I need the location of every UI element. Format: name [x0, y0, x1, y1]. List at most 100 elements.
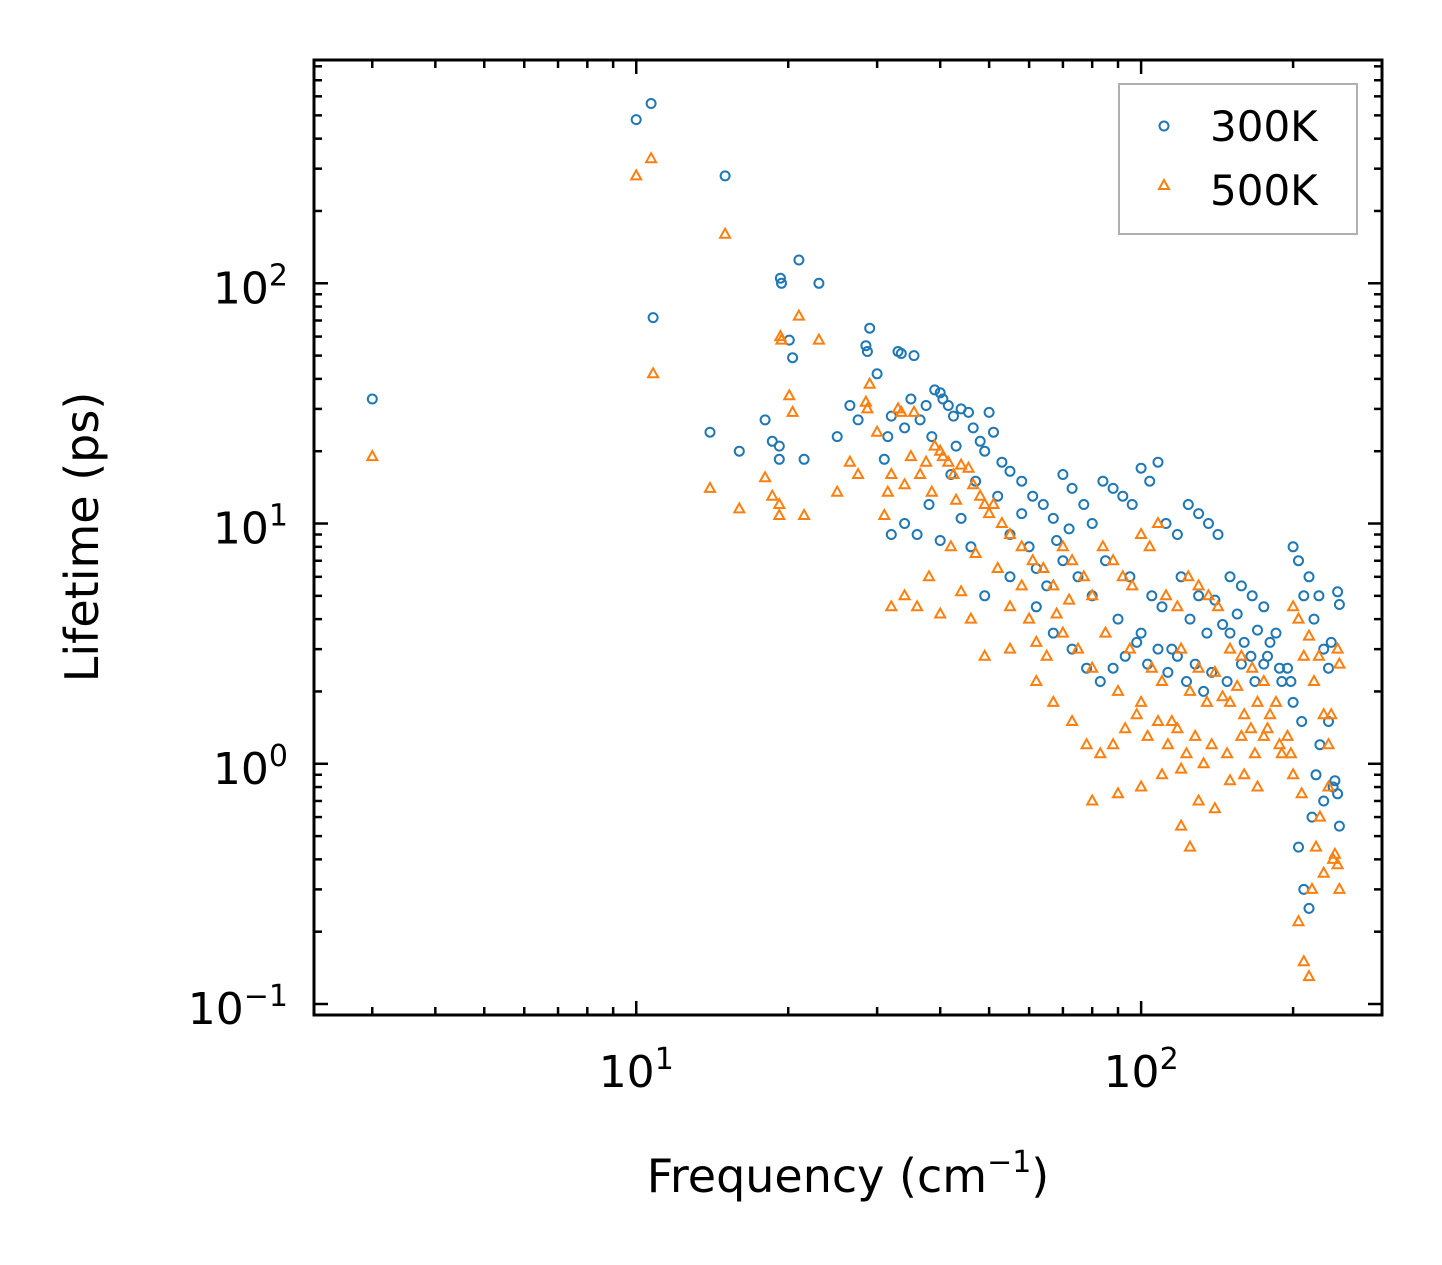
legend-box — [1118, 83, 1358, 235]
data-point — [644, 151, 658, 164]
data-point — [1159, 588, 1173, 601]
data-point — [881, 484, 895, 497]
data-point — [1123, 641, 1137, 654]
data-point — [895, 348, 907, 359]
data-point — [1324, 707, 1338, 720]
data-point — [1098, 625, 1113, 638]
data-point — [1056, 625, 1070, 638]
data-point — [864, 322, 876, 334]
data-point — [1252, 624, 1263, 636]
data-point — [1135, 462, 1147, 474]
data-point — [1284, 746, 1298, 759]
data-point — [944, 539, 958, 552]
data-point — [1196, 756, 1211, 769]
data-point — [1297, 648, 1311, 661]
data-point — [860, 401, 875, 414]
data-point — [1125, 578, 1139, 591]
data-point — [1191, 660, 1206, 673]
data-point — [1155, 673, 1169, 686]
data-point — [1332, 788, 1344, 800]
data-point — [913, 466, 927, 479]
data-point — [1264, 636, 1276, 648]
data-point — [1201, 627, 1213, 639]
y-tick-label: 102 — [213, 258, 288, 314]
data-point — [933, 606, 947, 619]
data-point — [782, 388, 796, 401]
data-point — [871, 368, 883, 380]
data-point — [733, 445, 745, 457]
data-point — [1244, 721, 1258, 734]
data-point — [1234, 648, 1249, 661]
data-point — [1051, 535, 1063, 546]
data-point — [1193, 508, 1205, 520]
data-point — [894, 404, 908, 417]
data-point — [1003, 641, 1017, 654]
data-point — [1275, 746, 1289, 759]
data-point — [1237, 767, 1251, 780]
data-point — [1022, 611, 1036, 624]
data-point — [773, 440, 785, 452]
data-point — [928, 438, 942, 451]
data-point — [1309, 839, 1323, 852]
data-point — [860, 340, 872, 352]
data-point — [1318, 795, 1330, 807]
data-point — [787, 352, 799, 364]
data-point — [1134, 779, 1148, 792]
data-point — [718, 226, 732, 239]
data-point — [1161, 737, 1175, 750]
data-point — [1234, 728, 1249, 741]
data-point — [1166, 643, 1178, 655]
data-point — [1211, 599, 1225, 612]
data-point — [1057, 555, 1069, 567]
data-point — [982, 506, 996, 519]
data-point — [1285, 676, 1297, 687]
data-point — [1198, 685, 1210, 697]
data-point — [1245, 650, 1257, 662]
data-point — [1134, 694, 1148, 707]
data-point — [1263, 707, 1277, 720]
y-tick-label: 100 — [213, 739, 288, 795]
legend: 300K 500K — [1118, 83, 1358, 235]
data-point — [1183, 683, 1197, 696]
data-point — [954, 584, 968, 597]
data-point — [1174, 761, 1188, 774]
data-point — [1310, 769, 1322, 781]
data-point — [920, 400, 932, 411]
data-point — [1313, 590, 1325, 602]
data-point — [1248, 746, 1262, 759]
data-point — [1106, 553, 1120, 566]
data-point — [774, 332, 789, 345]
data-point — [923, 499, 935, 510]
data-point — [978, 648, 992, 661]
data-point — [852, 414, 864, 426]
series-500k — [365, 151, 1347, 982]
data-point — [647, 312, 659, 324]
data-point — [1117, 490, 1129, 502]
data-point — [937, 393, 949, 405]
data-point — [899, 422, 911, 434]
y-axis-label: Lifetime (ps) — [55, 392, 109, 683]
data-point — [1191, 793, 1206, 806]
data-point — [1063, 523, 1075, 535]
data-point — [1085, 588, 1099, 601]
data-point — [1332, 881, 1347, 894]
data-point — [1201, 588, 1216, 601]
data-point — [946, 466, 961, 479]
data-point — [1235, 580, 1247, 592]
data-point — [961, 460, 976, 473]
data-point — [1280, 728, 1295, 741]
data-point — [1184, 613, 1196, 625]
data-point — [1179, 746, 1194, 759]
data-point — [1181, 569, 1195, 582]
legend-label-500k: 500K — [1210, 166, 1319, 215]
data-point — [992, 490, 1004, 502]
data-point — [1302, 628, 1316, 641]
data-point — [922, 569, 936, 582]
data-point — [1145, 660, 1159, 673]
data-point — [1257, 728, 1271, 741]
data-point — [942, 400, 954, 411]
data-point — [1291, 914, 1306, 927]
data-point — [1298, 590, 1310, 602]
data-point — [830, 484, 844, 497]
data-point — [964, 611, 978, 624]
